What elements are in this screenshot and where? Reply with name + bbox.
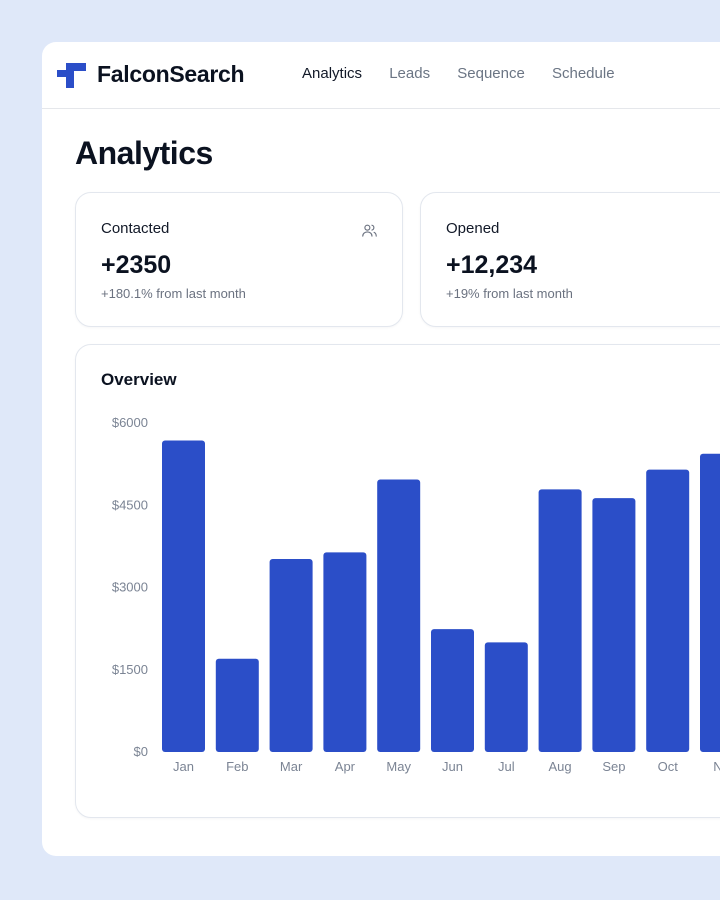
overview-card: Overview $0 $1500 $3000 $4500 $6000 Jan Feb Mar…	[75, 344, 720, 818]
main-nav: Analytics Leads Sequence Schedule	[302, 65, 638, 82]
nav-tab-sequence[interactable]: Sequence	[457, 65, 525, 82]
x-axis-tick-label: Jun	[442, 759, 463, 774]
x-axis-tick-label: Apr	[335, 759, 356, 774]
bar-jan[interactable]	[162, 440, 205, 752]
x-axis-tick-label: Feb	[226, 759, 248, 774]
bar-oct[interactable]	[646, 469, 690, 752]
stat-change: +19% from last month	[446, 286, 573, 301]
y-axis-tick-label: $3000	[112, 580, 148, 595]
stat-label: Opened	[446, 220, 500, 237]
x-axis-tick-label: Aug	[549, 759, 572, 774]
y-axis-tick-label: $4500	[112, 497, 148, 512]
falcon-logo-icon[interactable]	[57, 60, 87, 90]
stat-card-opened: Opened +12,234 +19% from last month	[420, 192, 720, 327]
stat-value: +2350	[101, 251, 172, 279]
stat-label: Contacted	[101, 220, 170, 237]
x-axis-tick-label: No	[713, 759, 720, 774]
bar-may[interactable]	[377, 479, 421, 752]
bar-feb[interactable]	[215, 658, 259, 752]
x-axis-tick-label: Mar	[280, 759, 303, 774]
app-window: FalconSearch Analytics Leads Sequence Sc…	[42, 42, 720, 856]
overview-bar-chart: $0 $1500 $3000 $4500 $6000 Jan Feb Mar Apr May Jun…	[112, 415, 720, 774]
y-axis-tick-label: $6000	[112, 415, 148, 430]
overview-title: Overview	[101, 370, 177, 389]
x-axis-tick-label: May	[386, 759, 411, 774]
y-axis-tick-label: $1500	[112, 662, 148, 677]
top-navigation-bar: FalconSearch Analytics Leads Sequence Sc…	[42, 42, 720, 109]
stat-value: +12,234	[446, 251, 538, 279]
bar-jul[interactable]	[484, 642, 528, 752]
x-axis-tick-label: Sep	[602, 759, 625, 774]
bar-mar[interactable]	[269, 558, 313, 752]
bar-apr[interactable]	[323, 552, 367, 752]
y-axis-tick-label: $0	[134, 744, 148, 759]
brand-name[interactable]: FalconSearch	[97, 61, 245, 87]
bar-aug[interactable]	[538, 489, 582, 752]
x-axis-tick-label: Oct	[658, 759, 679, 774]
stat-change: +180.1% from last month	[101, 286, 246, 301]
nav-tab-analytics[interactable]: Analytics	[302, 65, 363, 82]
bar-sep[interactable]	[592, 498, 636, 752]
x-axis-tick-label: Jan	[173, 759, 194, 774]
bar-nov[interactable]	[700, 453, 720, 752]
x-axis-tick-label: Jul	[498, 759, 515, 774]
users-icon	[362, 224, 377, 237]
stat-card-contacted: Contacted +2350 +180.1% from last month	[75, 192, 403, 327]
bar-jun[interactable]	[431, 629, 474, 752]
nav-tab-leads[interactable]: Leads	[389, 65, 431, 82]
nav-tab-schedule[interactable]: Schedule	[551, 65, 615, 82]
page-title: Analytics	[75, 135, 213, 171]
